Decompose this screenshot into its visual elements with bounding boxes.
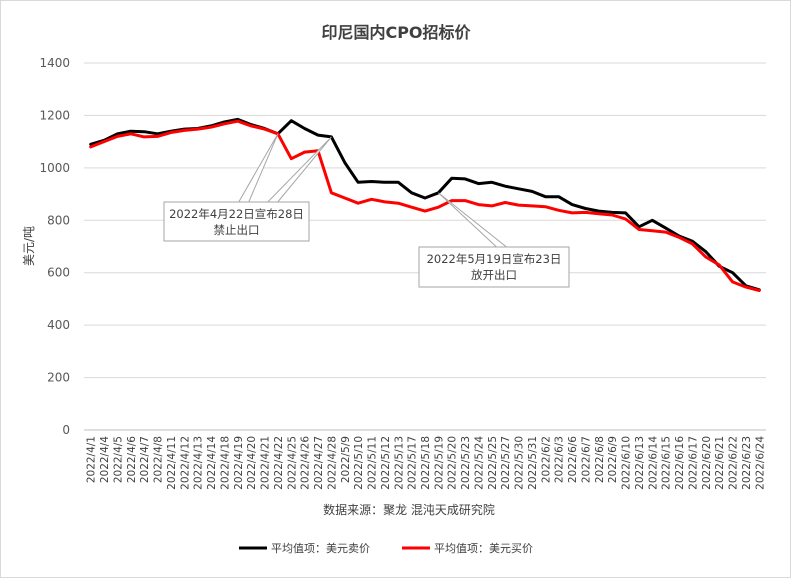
x-tick-label: 2022/6/14	[647, 436, 659, 490]
x-tick-label: 2022/4/7	[139, 436, 151, 483]
x-tick-label: 2022/4/11	[166, 436, 178, 490]
series-line-2	[89, 119, 761, 292]
x-tick-label: 2022/4/8	[153, 436, 165, 483]
x-tick-label: 2022/4/13	[193, 436, 205, 490]
y-tick-label: 1000	[39, 161, 70, 175]
x-tick-label: 2022/4/21	[260, 436, 272, 490]
x-tick-label: 2022/6/16	[674, 436, 686, 490]
x-tick-label: 2022/5/11	[367, 436, 379, 490]
x-tick-label: 2022/6/24	[754, 436, 766, 490]
x-tick-label: 2022/4/4	[99, 436, 111, 483]
y-tick-label: 1400	[39, 56, 70, 70]
annotation-text-line1: 2022年4月22日宣布28日	[169, 207, 304, 221]
x-tick-label: 2022/6/10	[621, 436, 633, 490]
annotation-text-line1: 2022年5月19日宣布23日	[427, 252, 562, 266]
x-tick-label: 2022/6/8	[594, 436, 606, 483]
x-tick-label: 2022/4/20	[246, 436, 258, 490]
x-tick-label: 2022/6/2	[540, 436, 552, 483]
x-tick-label: 2022/6/7	[580, 436, 592, 483]
x-tick-label: 2022/6/17	[687, 436, 699, 490]
x-tick-label: 2022/6/20	[701, 436, 713, 490]
annotation-box	[418, 246, 570, 288]
x-tick-label: 2022/6/21	[714, 436, 726, 490]
x-tick-labels: 2022/4/1 2022/4/4 2022/4/5 2022/4/6 2022/4/7…	[86, 436, 767, 490]
chart-title: 印尼国内CPO招标价	[321, 23, 471, 42]
x-tick-label: 2022/4/27	[313, 436, 325, 490]
x-tick-label: 2022/6/6	[567, 436, 579, 483]
x-tick-label: 2022/6/22	[728, 436, 740, 490]
y-axis-label: 美元/吨	[22, 226, 36, 266]
y-tick-labels: 0 200 400 600 800 1000 1200 1400	[39, 56, 70, 437]
y-tick-label: 1200	[39, 108, 70, 122]
x-tick-label: 2022/5/30	[514, 436, 526, 490]
series-lines	[89, 117, 761, 292]
source-note: 数据来源：聚龙 混沌天成研究院	[323, 502, 495, 517]
x-tick-label: 2022/5/19	[433, 436, 445, 490]
x-tick-label: 2022/6/23	[741, 436, 753, 490]
x-tick-label: 2022/5/9	[340, 436, 352, 483]
x-tick-label: 2022/5/24	[473, 436, 485, 490]
legend: 平均值项：美元卖价 平均值项：美元买价	[239, 542, 533, 555]
x-tick-label: 2022/6/15	[661, 436, 673, 490]
x-tick-label: 2022/5/25	[487, 436, 499, 490]
x-tick-label: 2022/6/9	[607, 436, 619, 483]
x-tick-label: 2022/4/12	[179, 436, 191, 490]
x-tick-label: 2022/5/17	[407, 436, 419, 490]
y-tick-label: 800	[47, 213, 70, 227]
annotation-text-line2: 禁止出口	[214, 223, 260, 237]
legend-label-1: 平均值项：美元卖价	[271, 542, 370, 555]
x-tick-label: 2022/5/12	[380, 436, 392, 490]
x-tick-label: 2022/5/20	[447, 436, 459, 490]
annotation-box	[163, 201, 310, 242]
annotation-text-line2: 放开出口	[471, 268, 517, 282]
x-tick-label: 2022/4/18	[219, 436, 231, 490]
x-tick-label: 2022/4/22	[273, 436, 285, 490]
y-tick-label: 400	[47, 318, 70, 332]
x-tick-label: 2022/5/13	[393, 436, 405, 490]
x-tick-label: 2022/6/3	[554, 436, 566, 483]
x-tick-label: 2022/4/1	[86, 436, 98, 483]
y-tick-label: 200	[47, 371, 70, 385]
legend-label-2: 平均值项：美元买价	[434, 542, 533, 555]
x-tick-label: 2022/4/14	[206, 436, 218, 490]
y-tick-label: 600	[47, 266, 70, 280]
x-tick-label: 2022/4/26	[300, 436, 312, 490]
x-tick-label: 2022/4/5	[112, 436, 124, 483]
x-tick-label: 2022/4/25	[286, 436, 298, 490]
annotation-pointer	[266, 136, 332, 203]
x-tick-label: 2022/5/18	[420, 436, 432, 490]
x-tick-label: 2022/6/13	[634, 436, 646, 490]
x-tick-label: 2022/4/28	[326, 436, 338, 490]
x-tick-label: 2022/4/19	[233, 436, 245, 490]
x-tick-label: 2022/5/27	[500, 436, 512, 490]
x-tick-label: 2022/5/31	[527, 436, 539, 490]
x-tick-label: 2022/4/6	[126, 436, 138, 483]
x-tick-label: 2022/5/23	[460, 436, 472, 490]
y-tick-label: 0	[62, 423, 70, 437]
x-tick-label: 2022/5/10	[353, 436, 365, 490]
